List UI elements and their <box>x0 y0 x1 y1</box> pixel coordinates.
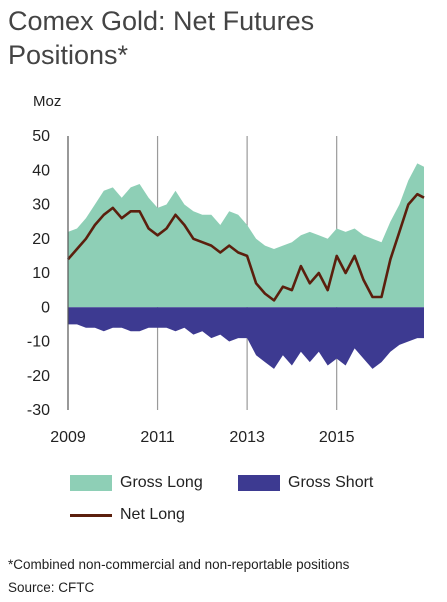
chart-area: 50 40 30 20 10 0 -10 -20 -30 2009 2011 2013 2015 <box>27 128 425 446</box>
area-series <box>67 163 425 369</box>
y-tick-labels: 50 40 30 20 10 0 -10 -20 -30 <box>27 128 50 419</box>
y-tick-label-10: 10 <box>32 265 50 282</box>
legend-swatch-gross-long <box>70 475 112 491</box>
y-tick-label--30: -30 <box>27 402 50 419</box>
source-note: Source: CFTC <box>8 580 95 595</box>
y-tick-label-30: 30 <box>32 197 50 214</box>
series-line-net-long <box>67 192 425 302</box>
y-tick-label-20: 20 <box>32 231 50 248</box>
legend-label-gross-short: Gross Short <box>288 474 374 491</box>
y-tick-label-50: 50 <box>32 128 50 145</box>
x-tick-label-2009: 2009 <box>50 429 86 446</box>
series-area-gross-short <box>68 307 424 369</box>
chart-title: Comex Gold: Net Futures Positions* <box>8 6 315 70</box>
x-tick-label-2013: 2013 <box>229 429 265 446</box>
legend-swatch-gross-short <box>238 475 280 491</box>
y-tick-label--10: -10 <box>27 334 50 351</box>
legend-swatch-net-long <box>70 514 112 517</box>
footnote: *Combined non-commercial and non-reporta… <box>8 557 350 572</box>
y-tick-label-40: 40 <box>32 162 50 179</box>
series-area-gross-long <box>68 163 424 308</box>
y-tick-label--20: -20 <box>27 368 50 385</box>
y-tick-label-0: 0 <box>41 299 50 316</box>
x-tick-labels: 2009 2011 2013 2015 <box>50 429 354 446</box>
legend-label-gross-long: Gross Long <box>120 474 203 491</box>
x-tick-label-2011: 2011 <box>140 429 175 446</box>
x-tick-label-2015: 2015 <box>319 429 355 446</box>
y-axis-unit: Moz <box>33 93 62 110</box>
legend-label-net-long: Net Long <box>120 506 185 523</box>
